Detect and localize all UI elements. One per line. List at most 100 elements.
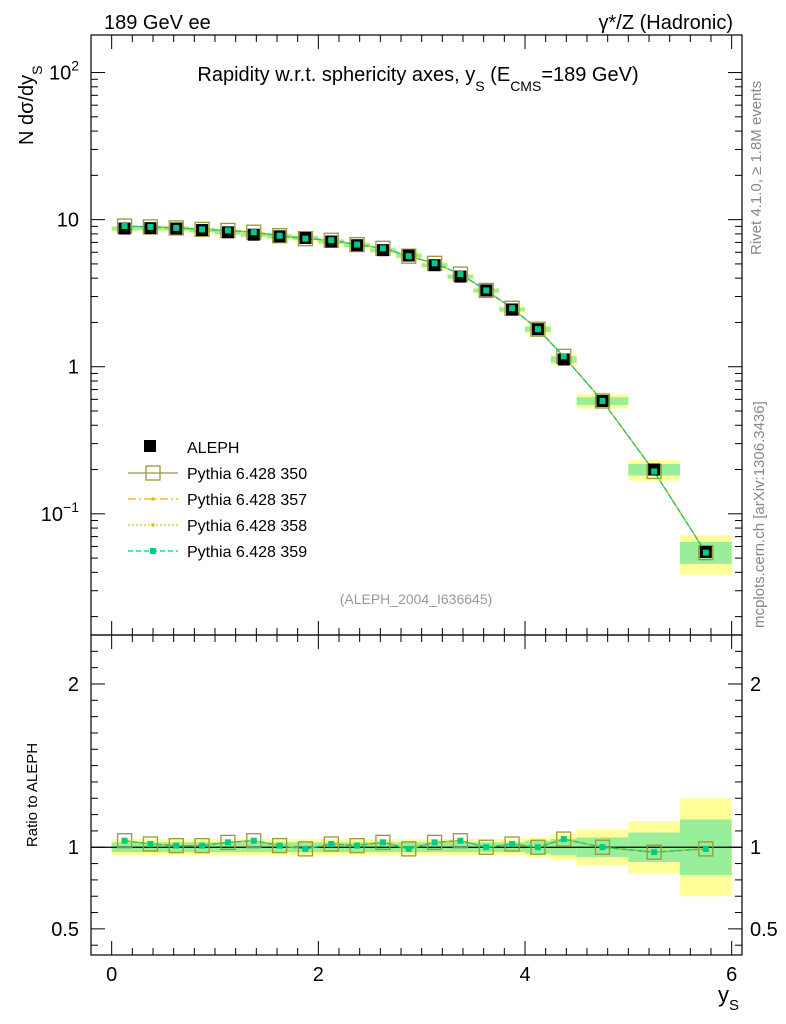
y-tick-label-ratio-left: 2 <box>68 674 79 696</box>
series-marker-359 <box>328 840 335 847</box>
y-tick-label-ratio-right: 1 <box>750 837 761 859</box>
series-marker-350 <box>401 841 417 857</box>
legend-marker-aleph <box>144 440 156 452</box>
ratio-y-axis-label: Ratio to ALEPH <box>24 743 41 847</box>
series-marker-359-overlay <box>302 235 309 242</box>
series-marker-359-overlay <box>328 237 335 244</box>
series-marker-350 <box>594 839 611 855</box>
series-marker-359 <box>199 842 206 849</box>
series-marker-359-overlay <box>199 226 206 233</box>
series-marker-359-overlay <box>534 326 541 333</box>
series-marker-350 <box>271 228 288 244</box>
legend-marker-350 <box>145 465 161 481</box>
chart-title: Rapidity w.r.t. sphericity axes, yS (ECM… <box>197 64 638 94</box>
series-marker-359 <box>651 849 658 856</box>
series-marker-359 <box>483 844 490 851</box>
legend: ALEPH Pythia 6.428 350 Pythia 6.428 357 … <box>128 440 307 561</box>
legend-marker-357 <box>151 497 155 501</box>
series-marker-359 <box>354 842 361 849</box>
header-right: γ*/Z (Hadronic) <box>599 12 733 34</box>
series-marker-359-overlay <box>121 223 128 230</box>
series-marker-350 <box>478 282 494 299</box>
series-marker-350 <box>530 321 546 337</box>
legend-label-357: Pythia 6.428 357 <box>187 492 307 509</box>
series-marker-359 <box>702 845 709 852</box>
series-line-main <box>124 225 707 553</box>
series-marker-359-overlay <box>379 245 386 252</box>
y-tick-label-ratio-left: 0.5 <box>51 919 79 941</box>
series-marker-359-overlay <box>702 549 709 556</box>
series-marker-350 <box>594 393 611 409</box>
series-marker-359-overlay <box>509 305 516 312</box>
y-tick-label-ratio-right: 0.5 <box>750 919 778 941</box>
series-ratio <box>116 831 714 860</box>
series-marker-350 <box>116 833 133 849</box>
series-marker-350 <box>504 836 520 852</box>
series-marker-350 <box>401 248 417 264</box>
aleph-data-points <box>118 222 712 559</box>
y-tick-label-main: 102 <box>49 58 79 85</box>
series-marker-359-overlay <box>405 253 412 260</box>
series-marker-359-overlay <box>147 223 154 230</box>
series-marker-359 <box>560 836 567 843</box>
y-tick-label-main: 1 <box>68 357 79 379</box>
series-marker-359 <box>250 837 257 844</box>
legend-label-358: Pythia 6.428 358 <box>187 518 307 535</box>
series-marker-359 <box>599 844 606 851</box>
series-marker-350 <box>698 544 714 561</box>
series-marker-359 <box>431 839 438 846</box>
rivet-label: Rivet 4.1.0, ≥ 1.8M events <box>748 81 765 255</box>
analysis-label: (ALEPH_2004_I636645) <box>340 591 493 607</box>
series-marker-359 <box>534 844 541 851</box>
series-marker-359-overlay <box>560 353 567 360</box>
series-marker-350 <box>478 839 494 855</box>
ratio-frame <box>90 634 743 956</box>
legend-label-aleph: ALEPH <box>187 440 239 457</box>
series-marker-359-overlay <box>599 397 606 404</box>
series-marker-359 <box>121 837 128 844</box>
series-marker-359-overlay <box>483 287 490 294</box>
series-marker-350 <box>375 834 391 850</box>
series-marker-359 <box>457 837 464 844</box>
series-marker-359 <box>405 845 412 852</box>
y-tick-label-main: 10−1 <box>41 499 79 526</box>
series-marker-350 <box>530 839 546 855</box>
series-marker-350 <box>349 236 365 253</box>
series-marker-350 <box>220 834 236 850</box>
series-marker-359 <box>147 840 154 847</box>
header-left: 189 GeV ee <box>104 12 211 34</box>
legend-label-350: Pythia 6.428 350 <box>187 466 307 483</box>
legend-marker-358 <box>151 523 155 527</box>
series-marker-359 <box>173 842 180 849</box>
series-marker-359-overlay <box>354 241 361 248</box>
x-tick-label: 6 <box>726 964 737 986</box>
legend-label-359: Pythia 6.428 359 <box>187 544 307 561</box>
series-marker-359-overlay <box>651 468 658 475</box>
series-marker-350 <box>556 831 572 847</box>
y-tick-label-main: 10 <box>57 210 79 232</box>
y-tick-label-ratio-left: 1 <box>68 837 79 859</box>
series-marker-350 <box>646 844 662 860</box>
x-tick-label: 0 <box>106 964 117 986</box>
series-marker-359-overlay <box>250 229 257 236</box>
series-marker-359-overlay <box>173 224 180 231</box>
series-marker-359-overlay <box>276 232 283 239</box>
series-marker-359 <box>379 839 386 846</box>
legend-marker-359 <box>150 548 156 554</box>
mcplots-label: mcplots.cern.ch [arXiv:1306.3436] <box>751 401 768 628</box>
series-marker-350 <box>297 841 314 857</box>
series-marker-359-overlay <box>431 260 438 267</box>
axis-ticks: 0 2 4 6 10−1 1 10 102 0.5 0.5 1 1 2 2 <box>41 35 778 986</box>
series-marker-359-overlay <box>224 227 231 234</box>
series-marker-359 <box>302 845 309 852</box>
series-marker-359 <box>509 840 516 847</box>
x-tick-label: 2 <box>313 964 324 986</box>
y-axis-label: N dσ/dyS <box>16 66 45 146</box>
series-marker-359 <box>276 842 283 849</box>
series-marker-350 <box>271 837 288 854</box>
x-tick-label: 4 <box>519 964 530 986</box>
series-marker-359 <box>224 839 231 846</box>
series-marker-359-overlay <box>457 271 464 278</box>
y-tick-label-ratio-right: 2 <box>750 674 761 696</box>
